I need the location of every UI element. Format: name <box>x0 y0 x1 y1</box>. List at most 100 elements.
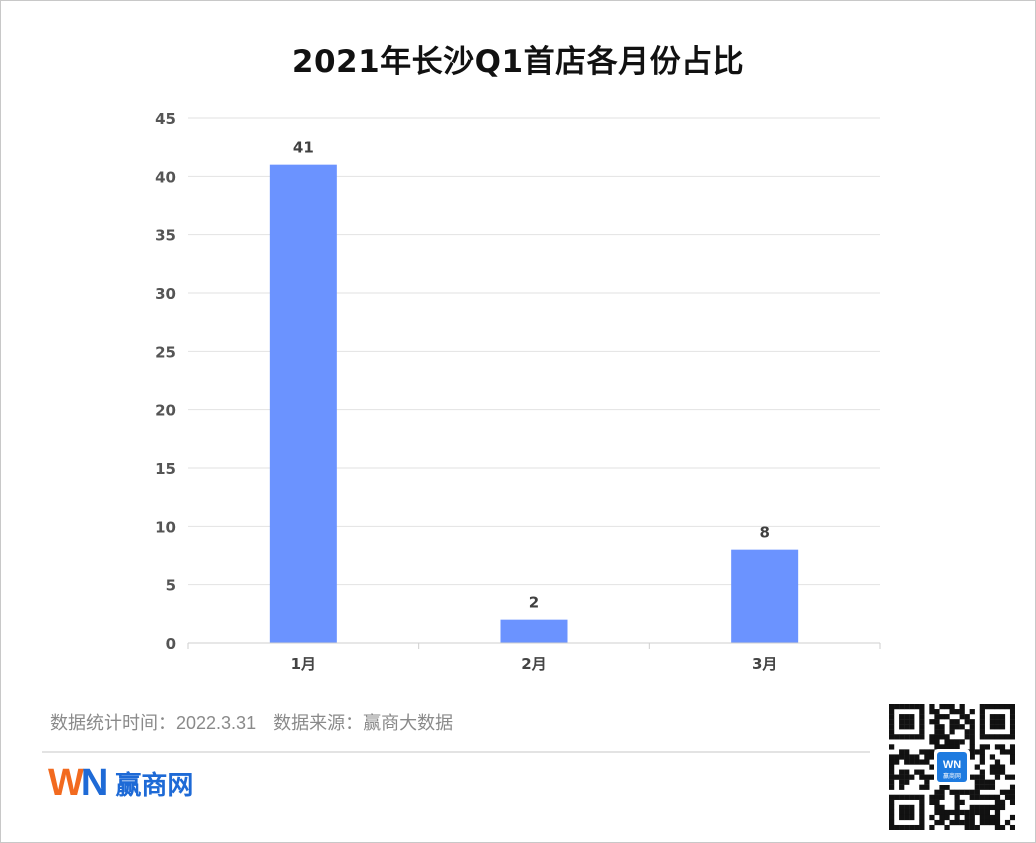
qr-module <box>904 749 910 755</box>
qr-finder-module <box>999 714 1006 720</box>
qr-module <box>1009 784 1015 790</box>
qr-module <box>949 709 955 715</box>
qr-module <box>984 814 990 821</box>
qr-finder-module <box>909 809 915 816</box>
qr-finder-module <box>919 709 925 715</box>
qr-finder-module <box>989 734 996 740</box>
qr-module <box>979 814 985 821</box>
qr-module <box>939 704 945 710</box>
qr-module <box>1004 774 1011 780</box>
qr-module <box>969 749 975 755</box>
qr-module <box>944 744 950 750</box>
date-note: 数据统计时间：2022.3.31 <box>50 713 257 733</box>
qr-module <box>889 764 895 770</box>
qr-module <box>954 724 960 730</box>
qr-module <box>964 734 970 740</box>
qr-module <box>994 769 1001 775</box>
y-tick-label: 25 <box>155 343 176 361</box>
qr-finder-module <box>909 794 915 800</box>
qr-module <box>934 734 940 740</box>
qr-module <box>1009 799 1015 805</box>
qr-finder-module <box>919 809 925 816</box>
qr-module <box>899 779 905 785</box>
qr-module <box>934 789 940 795</box>
qr-finder-module <box>914 704 920 710</box>
qr-module <box>969 789 975 795</box>
qr-module <box>954 709 960 715</box>
qr-finder-module <box>889 804 895 811</box>
qr-module <box>939 714 945 720</box>
qr-finder-module <box>909 714 915 720</box>
qr-finder-module <box>1009 719 1015 725</box>
qr-finder-module <box>894 824 900 830</box>
qr-center-text: WN <box>943 759 961 771</box>
qr-module <box>924 749 930 755</box>
qr-module <box>934 724 940 730</box>
qr-module <box>964 809 970 816</box>
data-labels: 41 2 8 <box>293 139 770 612</box>
qr-module <box>989 819 996 826</box>
qr-finder-module <box>979 719 985 725</box>
qr-module <box>929 799 935 805</box>
qr-module <box>979 754 985 760</box>
qr-finder-module <box>899 814 905 821</box>
qr-finder-module <box>919 794 925 800</box>
qr-module <box>949 789 955 795</box>
qr-module <box>924 774 930 780</box>
qr-module <box>1009 749 1015 755</box>
qr-finder-module <box>989 724 996 730</box>
qr-module <box>959 704 965 710</box>
qr-finder-module <box>919 729 925 735</box>
qr-module <box>929 739 935 745</box>
y-tick-label: 30 <box>155 285 176 303</box>
qr-module <box>954 814 960 821</box>
qr-module <box>929 709 935 715</box>
data-label: 8 <box>759 524 769 542</box>
qr-finder-module <box>889 794 895 800</box>
qr-module <box>959 724 965 730</box>
bar <box>269 164 337 643</box>
qr-finder-module <box>914 794 920 800</box>
qr-finder-module <box>999 719 1006 725</box>
qr-module <box>1004 749 1011 755</box>
qr-module <box>1009 744 1015 750</box>
qr-module <box>914 754 920 760</box>
qr-module <box>1009 754 1015 760</box>
qr-module <box>949 744 955 750</box>
qr-module <box>994 804 1001 811</box>
qr-module <box>989 784 996 790</box>
qr-module <box>969 719 975 725</box>
qr-module <box>984 794 990 800</box>
qr-finder-module <box>999 724 1006 730</box>
qr-code: WN 赢商网 <box>889 704 1015 830</box>
qr-module <box>964 729 970 735</box>
x-tick-labels: 1月 2月 3月 <box>291 655 778 673</box>
qr-finder-module <box>914 734 920 740</box>
qr-module <box>969 729 975 735</box>
bar <box>500 619 568 643</box>
qr-module <box>994 759 1001 765</box>
qr-module <box>934 739 940 745</box>
qr-finder-module <box>989 719 996 725</box>
qr-finder-module <box>1009 729 1015 735</box>
qr-module <box>889 784 895 790</box>
qr-finder-module <box>894 794 900 800</box>
qr-module <box>929 814 935 821</box>
qr-module <box>949 704 955 710</box>
qr-module <box>899 784 905 790</box>
qr-finder-module <box>979 724 985 730</box>
qr-finder-module <box>1004 704 1011 710</box>
qr-finder-module <box>919 714 925 720</box>
qr-finder-module <box>979 714 985 720</box>
qr-finder-module <box>889 709 895 715</box>
qr-finder-module <box>919 719 925 725</box>
bars <box>269 164 799 643</box>
qr-finder-module <box>1009 734 1015 740</box>
qr-module <box>979 794 985 800</box>
qr-module <box>939 724 945 730</box>
qr-module <box>969 734 975 740</box>
qr-module <box>989 779 996 785</box>
qr-module <box>1004 789 1011 795</box>
qr-module <box>924 779 930 785</box>
qr-finder-module <box>979 734 985 740</box>
